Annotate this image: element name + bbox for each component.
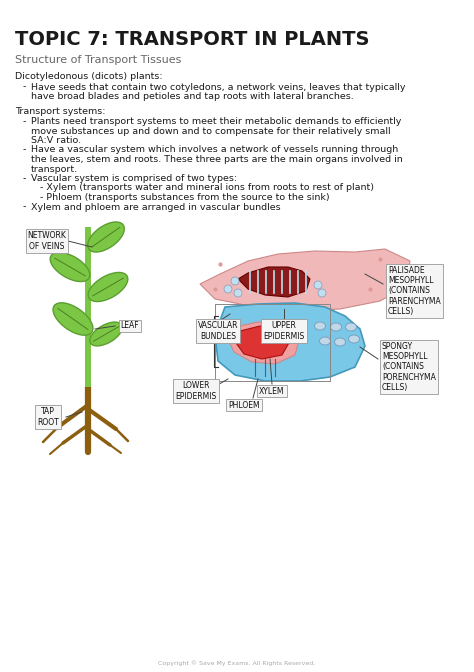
Bar xyxy=(85,227,91,387)
Ellipse shape xyxy=(88,222,124,252)
Ellipse shape xyxy=(53,303,93,335)
Text: LEAF: LEAF xyxy=(121,321,139,331)
Text: move substances up and down and to compensate for their relatively small: move substances up and down and to compe… xyxy=(31,126,391,136)
Polygon shape xyxy=(238,267,310,297)
Text: Transport systems:: Transport systems: xyxy=(15,106,106,116)
Text: Dicotyledonous (dicots) plants:: Dicotyledonous (dicots) plants: xyxy=(15,72,163,81)
Text: Copyright © Save My Exams. All Rights Reserved.: Copyright © Save My Exams. All Rights Re… xyxy=(158,660,316,666)
Text: SA:V ratio.: SA:V ratio. xyxy=(31,136,81,145)
Polygon shape xyxy=(200,249,410,311)
Text: -: - xyxy=(23,83,27,91)
Circle shape xyxy=(224,285,232,293)
Text: SPONGY
MESOPHYLL
(CONTAINS
PORENCHYMA
CELLS): SPONGY MESOPHYLL (CONTAINS PORENCHYMA CE… xyxy=(382,341,436,392)
Polygon shape xyxy=(215,303,365,381)
Text: -: - xyxy=(23,146,27,155)
Text: Xylem and phloem are arranged in vascular bundles: Xylem and phloem are arranged in vascula… xyxy=(31,202,281,212)
Text: - Phloem (transports substances from the source to the sink): - Phloem (transports substances from the… xyxy=(31,193,329,202)
Text: Have a vascular system which involves a network of vessels running through: Have a vascular system which involves a … xyxy=(31,146,398,155)
Text: -: - xyxy=(23,117,27,126)
Circle shape xyxy=(318,289,326,297)
Text: UPPER
EPIDERMIS: UPPER EPIDERMIS xyxy=(264,321,305,341)
Circle shape xyxy=(314,281,322,289)
Text: Vascular system is comprised of two types:: Vascular system is comprised of two type… xyxy=(31,174,237,183)
Ellipse shape xyxy=(50,253,90,282)
Text: PHLOEM: PHLOEM xyxy=(228,401,260,409)
Ellipse shape xyxy=(88,272,128,302)
Text: LOWER
EPIDERMIS: LOWER EPIDERMIS xyxy=(175,381,217,401)
Text: transport.: transport. xyxy=(31,165,78,173)
Text: TAP
ROOT: TAP ROOT xyxy=(37,407,59,427)
Text: Plants need transport systems to meet their metabolic demands to efficiently: Plants need transport systems to meet th… xyxy=(31,117,401,126)
Text: -: - xyxy=(23,174,27,183)
Polygon shape xyxy=(236,326,290,359)
Text: have broad blades and petioles and tap roots with lateral branches.: have broad blades and petioles and tap r… xyxy=(31,92,354,101)
Text: PALISADE
MESOPHYLL
(CONTAINS
PARENCHYMA
CELLS): PALISADE MESOPHYLL (CONTAINS PARENCHYMA … xyxy=(388,265,441,317)
Text: VASCULAR
BUNDLES: VASCULAR BUNDLES xyxy=(198,321,238,341)
Polygon shape xyxy=(228,322,300,364)
Circle shape xyxy=(234,289,242,297)
Ellipse shape xyxy=(315,322,326,330)
Text: - Xylem (transports water and mineral ions from roots to rest of plant): - Xylem (transports water and mineral io… xyxy=(31,183,374,192)
Ellipse shape xyxy=(319,337,330,345)
Ellipse shape xyxy=(330,323,341,331)
Ellipse shape xyxy=(335,338,346,346)
Text: TOPIC 7: TRANSPORT IN PLANTS: TOPIC 7: TRANSPORT IN PLANTS xyxy=(15,30,370,49)
Text: Have seeds that contain two cotyledons, a network veins, leaves that typically: Have seeds that contain two cotyledons, … xyxy=(31,83,405,91)
Text: -: - xyxy=(23,202,27,212)
Text: Structure of Transport Tissues: Structure of Transport Tissues xyxy=(15,55,182,65)
Ellipse shape xyxy=(90,322,122,346)
Text: the leaves, stem and roots. These three parts are the main organs involved in: the leaves, stem and roots. These three … xyxy=(31,155,403,164)
Circle shape xyxy=(231,277,239,285)
Ellipse shape xyxy=(346,323,356,331)
Ellipse shape xyxy=(348,335,359,343)
Text: XYLEM: XYLEM xyxy=(259,386,285,396)
Text: NETWORK
OF VEINS: NETWORK OF VEINS xyxy=(27,231,66,251)
